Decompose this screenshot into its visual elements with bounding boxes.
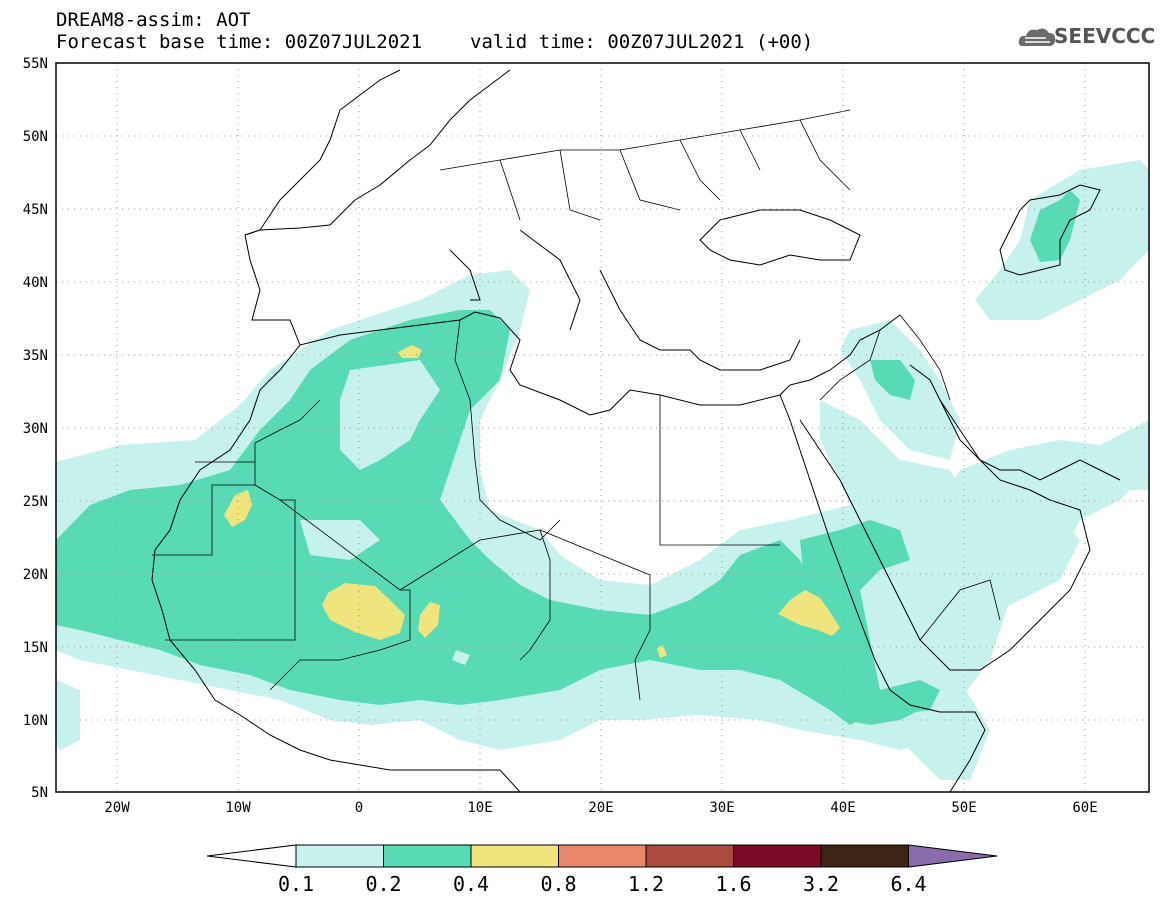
lat-label-5n: 5N [31, 785, 48, 801]
lon-label-30e: 30E [709, 800, 734, 816]
cloud-icon [1018, 28, 1056, 46]
colorbar-label-1.2: 1.2 [628, 872, 664, 896]
colorbar-bin-1 [295, 844, 384, 868]
aot-level-0.4 [224, 345, 840, 658]
border-mauritania [165, 399, 321, 641]
colorbar-labels: 0.1 0.2 0.4 0.8 1.2 1.6 3.2 6.4 [278, 872, 927, 896]
lon-label-10e: 10E [467, 800, 492, 816]
aot-region-gulf-aden [880, 680, 940, 715]
lon-label-60e: 60E [1072, 800, 1097, 816]
lat-label-30n: 30N [23, 421, 48, 437]
colorbar-bin-7 [820, 844, 909, 868]
valid-time: valid time: 00Z07JUL2021 (+00) [470, 31, 814, 53]
border-europe-grid [439, 109, 851, 221]
colorbar-label-0.4: 0.4 [453, 872, 489, 896]
lon-label-0: 0 [355, 800, 363, 816]
lon-label-40e: 40E [830, 800, 855, 816]
lat-label-55n: 55N [23, 56, 48, 72]
lat-label-15n: 15N [23, 640, 48, 656]
aot-region-red-sea [800, 520, 930, 725]
coastlines [151, 69, 1121, 792]
colorbar [206, 844, 998, 868]
coast-persian-gulf [939, 399, 1121, 481]
map-title: DREAM8-assim: AOT [56, 9, 251, 31]
lat-label-25n: 25N [23, 494, 48, 510]
border-western-sahara [152, 461, 256, 556]
colorbar-label-0.1: 0.1 [278, 872, 314, 896]
colorbar-high-arrow [908, 844, 998, 868]
aot-region-sahara-inner-gap3 [452, 650, 470, 665]
aot-region-caspian-mid [1030, 190, 1080, 262]
aot-region-sahara-mid [56, 310, 870, 725]
lon-label-20e: 20E [588, 800, 613, 816]
lat-label-20n: 20N [23, 567, 48, 583]
seevccc-logo [1018, 28, 1056, 46]
aot-region-arabia-light [820, 400, 1080, 640]
border-saudi-yemen [919, 579, 1001, 641]
logo-text: SEEVCCC [1054, 24, 1156, 48]
borders [152, 109, 1001, 701]
time-info: Forecast base time: 00Z07JUL2021 valid ti… [56, 31, 813, 53]
coast-europe [244, 69, 801, 371]
border-niger-chad [399, 529, 551, 661]
coast-west-africa [151, 69, 521, 792]
colorbar-bin-5 [645, 844, 734, 868]
lat-label-10n: 10N [23, 713, 48, 729]
lat-label-45n: 45N [23, 202, 48, 218]
aot-hotspot-eritrea [778, 590, 840, 636]
aot-hotspot-mauritania [224, 490, 252, 527]
colorbar-low-arrow [206, 844, 297, 868]
aot-region-atlantic-light [56, 680, 80, 750]
colorbar-label-3.2: 3.2 [803, 872, 839, 896]
colorbar-bin-4 [558, 844, 647, 868]
border-libya-egypt [659, 395, 780, 546]
aot-hotspot-chad [657, 645, 667, 658]
lat-label-35n: 35N [23, 348, 48, 364]
border-iraq-iran [819, 314, 951, 401]
colorbar-bin-3 [470, 844, 559, 868]
aot-region-gulf-light [1110, 430, 1149, 490]
colorbar-label-1.6: 1.6 [715, 872, 751, 896]
border-sudan-chad [539, 529, 651, 701]
colorbar-bin-6 [733, 844, 822, 868]
colorbar-label-0.2: 0.2 [365, 872, 401, 896]
colorbar-label-0.8: 0.8 [540, 872, 576, 896]
longitude-labels: 20W 10W 0 10E 20E 30E 40E 50E 60E [104, 800, 1097, 816]
aot-hotspot-niger [418, 602, 440, 638]
lon-label-10w: 10W [225, 800, 251, 816]
border-algeria-libya [454, 319, 561, 541]
plot-frame [55, 62, 1150, 793]
lat-label-40n: 40N [23, 275, 48, 291]
aot-region-iraq-mid [870, 360, 915, 400]
aot-region-sahara-inner-gap [340, 360, 440, 470]
coast-north-africa [299, 311, 791, 416]
coast-black-sea [699, 209, 861, 266]
border-mali [269, 499, 411, 691]
base-time: Forecast base time: 00Z07JUL2021 [56, 31, 423, 53]
colorbar-bin-2 [383, 844, 472, 868]
latitude-labels: 55N 50N 45N 40N 35N 30N 25N 20N 15N 10N … [23, 56, 48, 801]
lat-label-50n: 50N [23, 129, 48, 145]
coast-caspian [999, 184, 1101, 276]
lon-label-50e: 50E [951, 800, 976, 816]
colorbar-label-6.4: 6.4 [890, 872, 926, 896]
aot-hotspot-mali [322, 583, 405, 640]
grid [56, 63, 1149, 792]
lon-label-20w: 20W [104, 800, 130, 816]
coast-red-sea-west [779, 394, 986, 792]
